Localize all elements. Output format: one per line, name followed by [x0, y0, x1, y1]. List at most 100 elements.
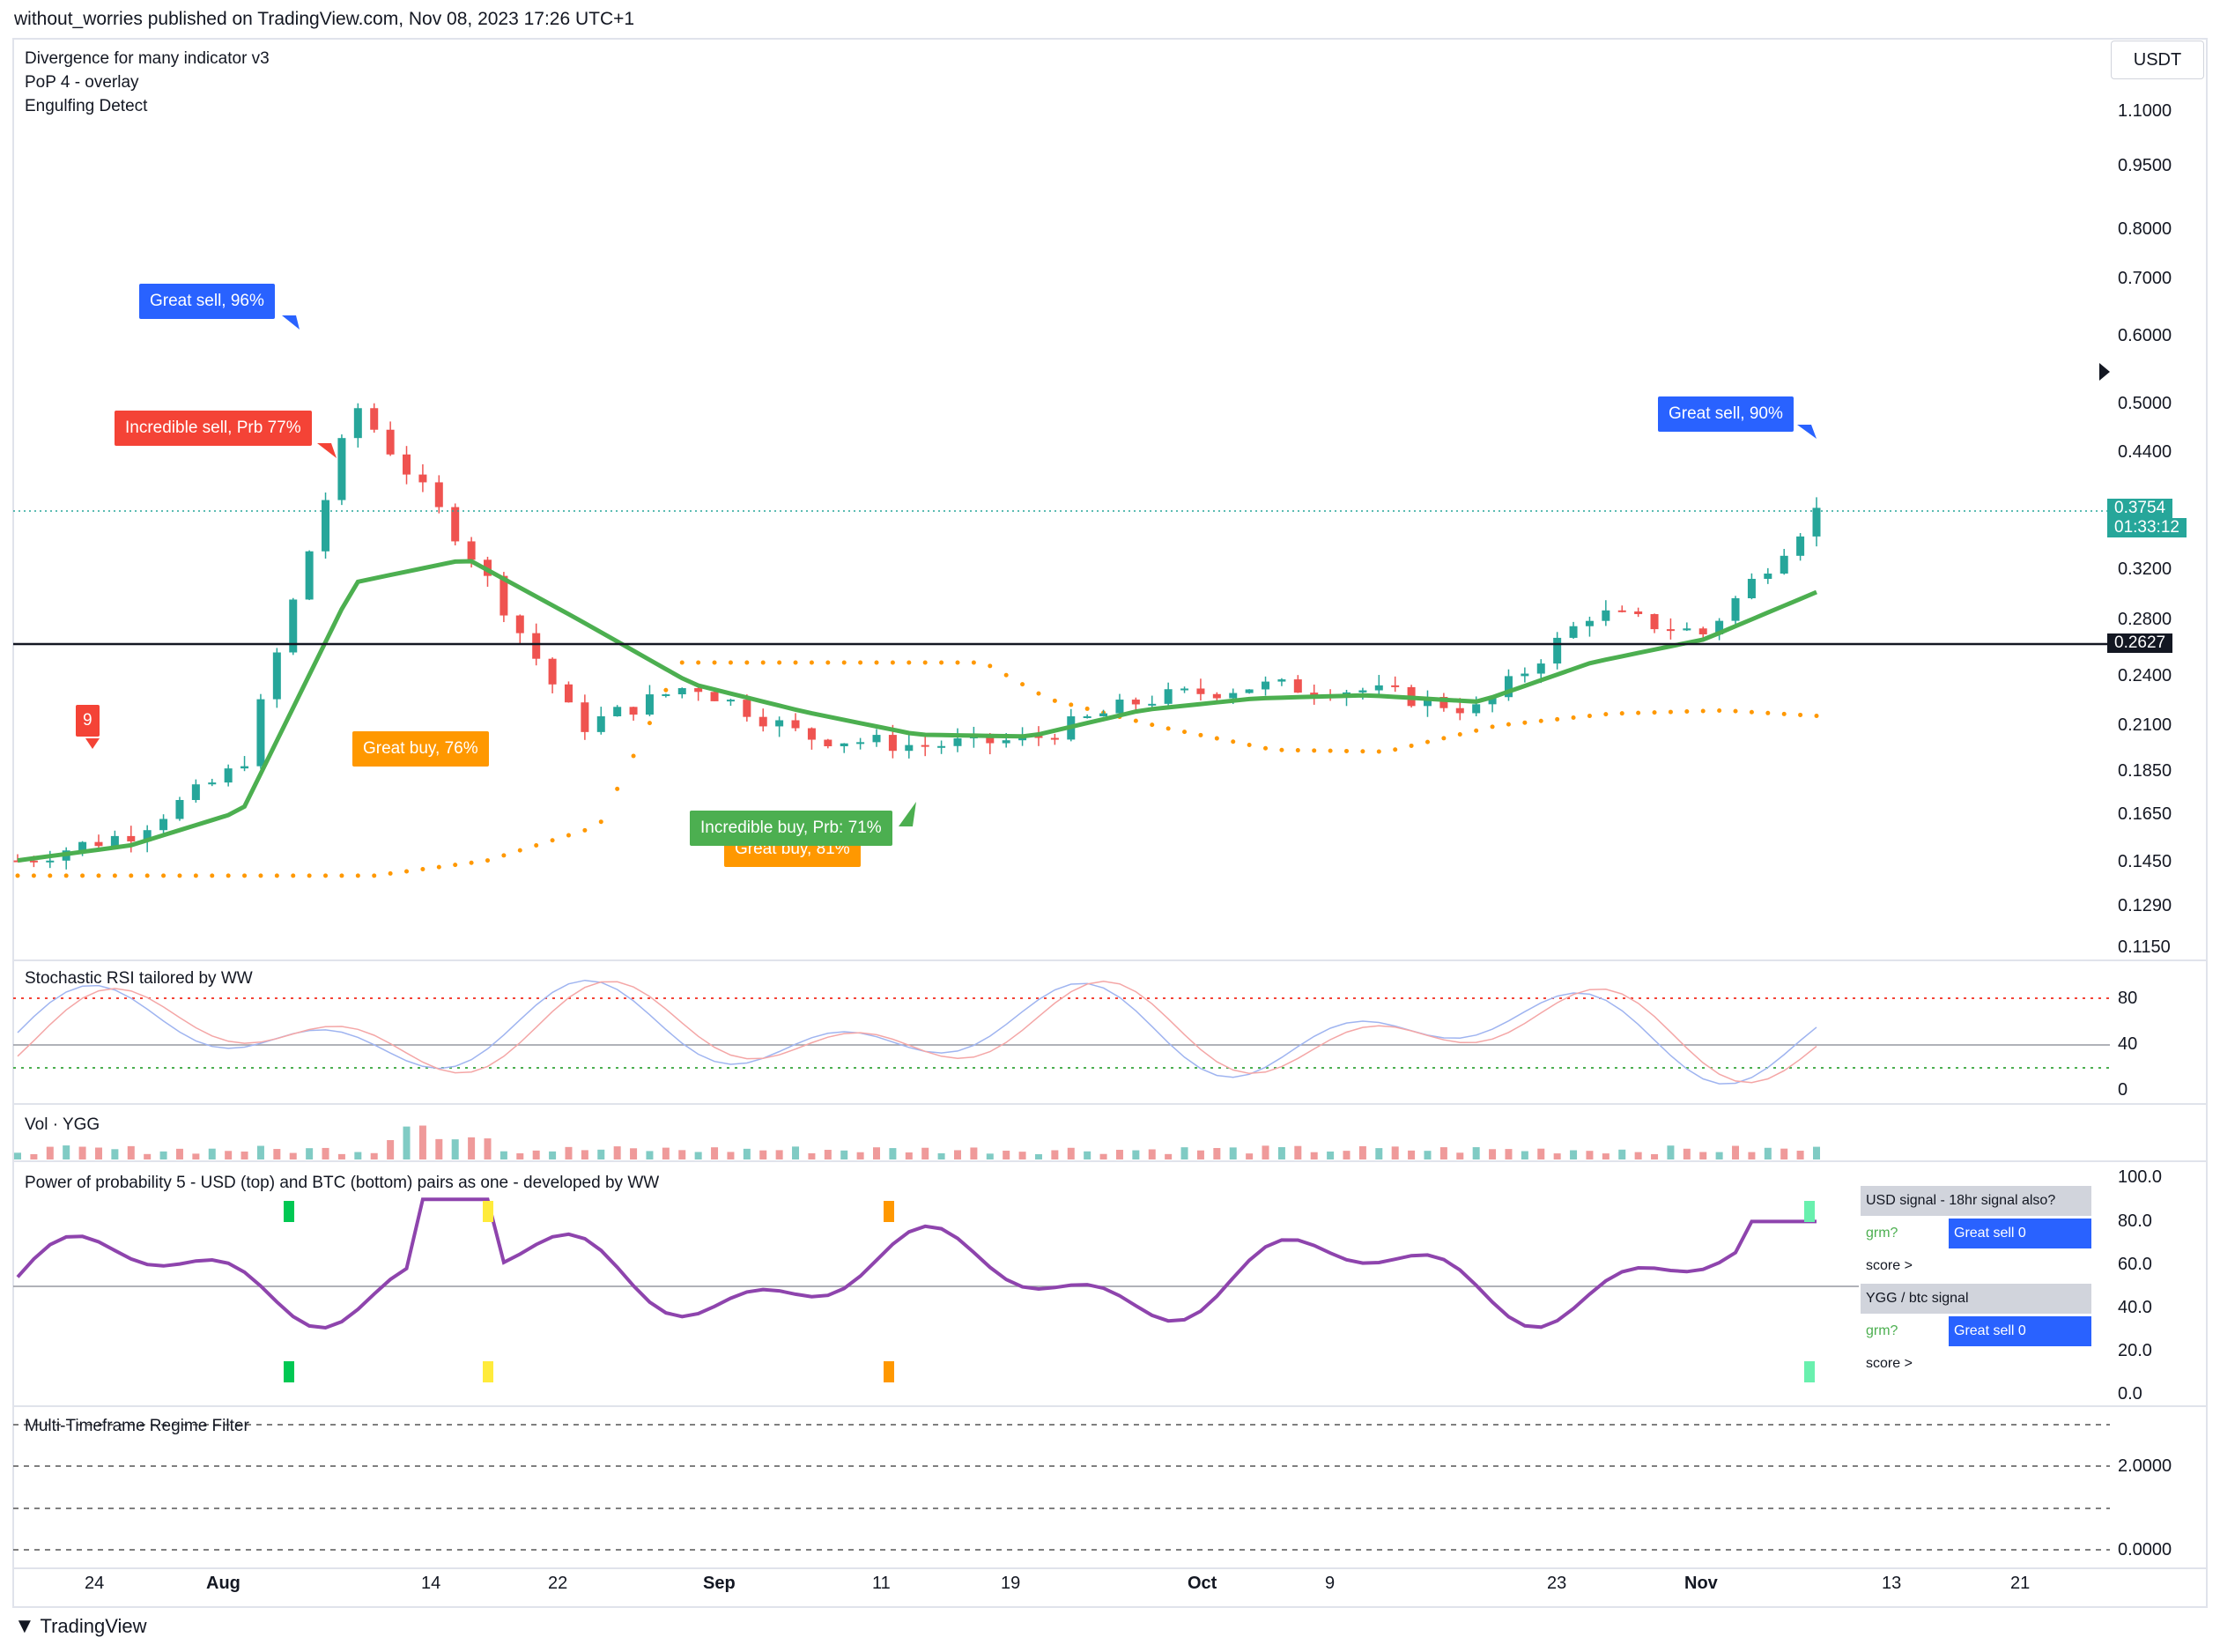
volume-bar — [630, 1148, 638, 1159]
volume-bar — [840, 1150, 848, 1159]
trend-dot — [1700, 708, 1706, 714]
volume-bar — [743, 1148, 751, 1159]
volume-bar — [1651, 1153, 1659, 1159]
stoch-title[interactable]: Stochastic RSI tailored by WW — [25, 969, 253, 988]
legend-indicator-3[interactable]: Engulfing Detect — [25, 97, 148, 115]
great-buy-label[interactable]: Great buy, 76% — [352, 731, 489, 767]
trend-dot — [1376, 749, 1381, 754]
level-price-tag: 0.2627 — [2107, 633, 2173, 653]
great-sell-label[interactable]: Great sell, 96% — [139, 284, 275, 319]
volume-bar — [792, 1146, 800, 1159]
volume-bar — [1796, 1151, 1804, 1159]
trend-dot — [1424, 739, 1430, 745]
great-sell-label[interactable]: Great sell, 90% — [1658, 396, 1794, 432]
tradingview-logo[interactable]: ▼ TradingView — [14, 1614, 147, 1639]
volume-bar — [1537, 1148, 1545, 1159]
candle-body — [1504, 676, 1513, 698]
pop-bottom-mark — [1804, 1361, 1815, 1382]
volume-title[interactable]: Vol · YGG — [25, 1115, 100, 1134]
trend-dot — [453, 863, 458, 868]
current-price-tag: 0.3754 — [2107, 499, 2173, 518]
trend-dot — [372, 873, 377, 878]
btc-score-label: score > — [1861, 1349, 1947, 1379]
candle-body — [1666, 629, 1675, 632]
candle-body — [515, 615, 524, 633]
candle-body — [289, 599, 298, 653]
trend-dot — [469, 860, 474, 865]
price-tick: 0.1150 — [2118, 937, 2171, 957]
volume-bar — [337, 1153, 345, 1159]
candle-body — [1423, 697, 1432, 707]
pop-bottom-mark — [483, 1361, 493, 1382]
trend-dot — [1733, 708, 1738, 714]
volume-bar — [1229, 1147, 1237, 1159]
volume-bar — [289, 1152, 297, 1159]
trend-dot — [323, 873, 329, 878]
volume-bar — [921, 1147, 929, 1159]
incredible-buy-label[interactable]: Incredible buy, Prb: 71% — [690, 811, 892, 846]
volume-bar — [1489, 1149, 1497, 1159]
candle-body — [29, 860, 38, 863]
volume-bar — [1375, 1148, 1383, 1159]
volume-bar — [435, 1138, 443, 1159]
candle-body — [1131, 700, 1140, 705]
pop-title[interactable]: Power of probability 5 - USD (top) and B… — [25, 1174, 660, 1192]
dotted-trend-line — [15, 660, 1819, 878]
legend-indicator-2[interactable]: PoP 4 - overlay — [25, 73, 139, 92]
time-tick: Nov — [1684, 1574, 1718, 1593]
candle-body — [1812, 507, 1821, 537]
candle-body — [434, 482, 443, 507]
candle-body — [726, 700, 735, 702]
candle-body — [191, 784, 200, 801]
trend-dot — [1247, 743, 1252, 748]
candle-body — [824, 739, 832, 746]
candle-body — [1293, 679, 1302, 693]
pop-bottom-mark — [884, 1361, 894, 1382]
stoch-tick: 0 — [2118, 1080, 2128, 1100]
volume-bar — [30, 1153, 38, 1159]
volume-bar — [1084, 1151, 1092, 1159]
volume-bar — [1570, 1150, 1578, 1159]
trend-dot — [890, 660, 895, 665]
trend-dot — [793, 660, 798, 665]
candle-body — [1050, 737, 1059, 740]
candle-body — [677, 688, 686, 695]
trend-dot — [1587, 714, 1592, 719]
label-pointer — [1797, 425, 1817, 439]
volume-bar — [1683, 1148, 1691, 1159]
trend-dot — [663, 687, 669, 693]
volume-bar — [1618, 1149, 1626, 1159]
candle-body — [856, 742, 865, 745]
legend-indicator-1[interactable]: Divergence for many indicator v3 — [25, 49, 270, 68]
count-badge[interactable]: 9 — [76, 705, 100, 737]
volume-bar — [889, 1148, 897, 1159]
incredible-sell-label[interactable]: Incredible sell, Prb 77% — [115, 411, 312, 446]
trend-dot — [1765, 710, 1771, 715]
label-pointer — [85, 738, 100, 749]
pop-tick: 80.0 — [2118, 1211, 2152, 1231]
trend-dot — [210, 873, 215, 878]
btc-grm-label: grm? — [1861, 1316, 1947, 1346]
volume-bar — [1813, 1146, 1820, 1159]
trend-dot — [96, 873, 101, 878]
trend-dot — [129, 873, 134, 878]
scale-arrow-icon[interactable] — [2099, 363, 2110, 381]
candle-body — [581, 702, 589, 732]
trend-dot — [501, 853, 507, 858]
price-tick: 0.8000 — [2118, 219, 2172, 239]
mtf-title[interactable]: Multi-Timeframe Regime Filter — [25, 1417, 249, 1435]
candle-body — [110, 835, 119, 847]
candle-body — [1148, 703, 1157, 706]
volume-bar — [1148, 1149, 1156, 1159]
volume-bar — [565, 1146, 573, 1159]
candle-body — [1553, 637, 1562, 664]
trend-dot — [1538, 718, 1543, 723]
candle-body — [1034, 736, 1043, 738]
volume-bar — [581, 1150, 588, 1159]
trend-dot — [647, 721, 652, 726]
trend-dot — [177, 873, 182, 878]
label-pointer — [317, 443, 337, 458]
candle-body — [629, 707, 638, 715]
currency-button[interactable]: USDT — [2111, 41, 2204, 79]
